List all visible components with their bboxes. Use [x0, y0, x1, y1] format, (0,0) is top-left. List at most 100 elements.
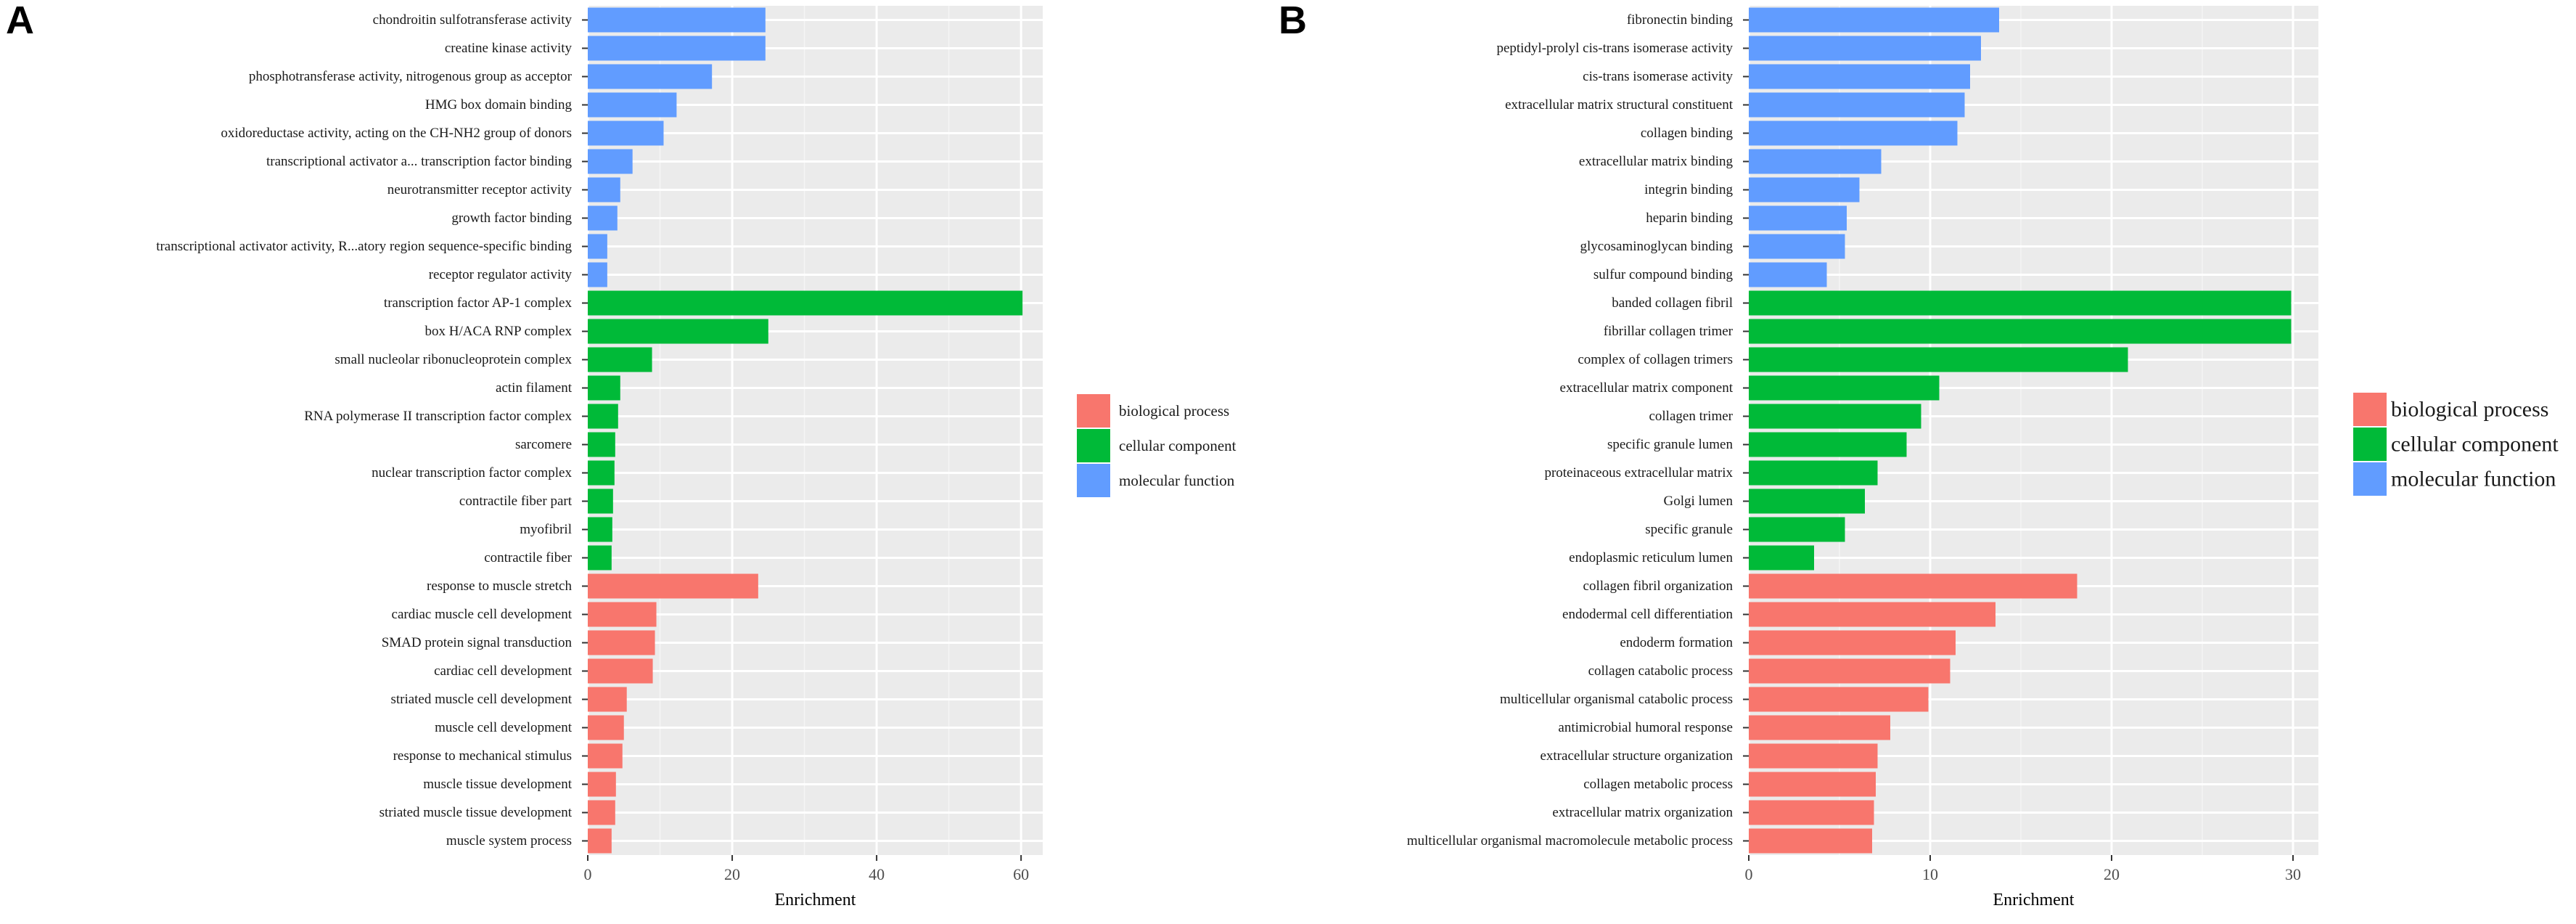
category-label: extracellular structure organization	[1540, 748, 1733, 764]
bar	[588, 772, 616, 797]
bar	[588, 715, 624, 740]
category-label: sarcomere	[515, 437, 572, 452]
legend-swatch	[1077, 394, 1110, 428]
bar	[1749, 262, 1827, 287]
bar	[588, 687, 627, 712]
bar	[1749, 602, 1995, 627]
category-label: collagen catabolic process	[1588, 663, 1733, 679]
category-label: complex of collagen trimers	[1578, 352, 1733, 367]
x-tick-label: 10	[1922, 865, 1938, 883]
bar	[1749, 488, 1865, 514]
bar	[1749, 120, 1958, 146]
category-label: fibronectin binding	[1627, 12, 1734, 28]
category-label: banded collagen fibril	[1612, 295, 1733, 311]
bar	[588, 92, 677, 118]
category-label: specific granule	[1645, 522, 1733, 537]
bar	[588, 64, 713, 89]
legend-swatch	[2353, 462, 2387, 496]
category-label: small nucleolar ribonucleoprotein comple…	[335, 352, 572, 367]
category-label: cardiac cell development	[434, 663, 573, 679]
category-label: contractile fiber part	[459, 494, 573, 509]
category-label: muscle system process	[446, 833, 572, 849]
bar	[588, 262, 607, 287]
bar	[588, 517, 612, 542]
bar	[1749, 432, 1907, 457]
x-tick-label: 60	[1013, 865, 1029, 883]
bar	[1749, 573, 2077, 599]
legend-label: cellular component	[2391, 433, 2559, 457]
plot-area-b	[1749, 6, 2318, 855]
category-label: striated muscle tissue development	[380, 805, 573, 820]
bar	[588, 375, 620, 401]
panel-b-letter: B	[1279, 0, 1307, 42]
category-label: antimicrobial humoral response	[1558, 720, 1733, 735]
bar	[1749, 64, 1970, 89]
legend-label: cellular component	[1119, 437, 1236, 454]
plot-area-a	[588, 6, 1043, 855]
bar	[588, 630, 655, 655]
category-label: response to muscle stretch	[427, 578, 572, 594]
bar	[588, 743, 623, 769]
legend-label: biological process	[1119, 402, 1229, 420]
category-label: glycosaminoglycan binding	[1580, 239, 1733, 254]
bar	[1749, 319, 2292, 344]
legend-a: biological process cellular component mole…	[1077, 394, 1236, 497]
bar	[1749, 234, 1845, 259]
category-label: peptidyl-prolyl cis-trans isomerase acti…	[1496, 41, 1733, 56]
bar	[588, 460, 615, 486]
category-label: receptor regulator activity	[429, 267, 573, 282]
category-label: muscle cell development	[435, 720, 573, 735]
legend-swatch	[2353, 393, 2387, 426]
bar	[1749, 545, 1814, 571]
category-label: endoplasmic reticulum lumen	[1569, 550, 1733, 565]
panel-b: B fibronectin binding peptidyl-prolyl cis…	[1279, 0, 2559, 909]
bar	[1749, 404, 1921, 429]
category-label: actin filament	[496, 380, 573, 396]
bar	[1749, 517, 1845, 542]
category-label: proteinaceous extracellular matrix	[1544, 465, 1733, 481]
bar	[1749, 7, 1999, 33]
category-labels-b: fibronectin binding peptidyl-prolyl cis-t…	[1407, 12, 1749, 849]
bar	[588, 177, 620, 203]
bar	[588, 602, 657, 627]
bar	[588, 290, 1023, 316]
category-label: oxidoreductase activity, acting on the C…	[221, 126, 572, 141]
category-label: cis-trans isomerase activity	[1583, 69, 1733, 84]
legend-swatch	[1077, 429, 1110, 462]
bars-b	[1749, 7, 2292, 854]
category-label: growth factor binding	[451, 210, 572, 226]
bar	[1749, 715, 1890, 740]
x-tick-label: 40	[869, 865, 885, 883]
bar	[588, 234, 607, 259]
bar	[588, 658, 653, 684]
legend-label: molecular function	[2391, 467, 2556, 491]
category-label: extracellular matrix organization	[1552, 805, 1733, 820]
bar	[1749, 460, 1878, 486]
category-label: contractile fiber	[484, 550, 572, 565]
category-label: neurotransmitter receptor activity	[387, 182, 573, 197]
category-label: extracellular matrix structural constitu…	[1505, 97, 1734, 113]
bar	[1749, 205, 1847, 231]
category-label: nuclear transcription factor complex	[372, 465, 572, 481]
bar	[1749, 828, 1872, 854]
bar	[588, 120, 664, 146]
category-label: endoderm formation	[1620, 635, 1733, 650]
legend-label: molecular function	[1119, 472, 1235, 489]
bar	[1749, 92, 1965, 118]
bar	[588, 149, 633, 174]
category-label: myofibril	[520, 522, 572, 537]
category-label: Golgi lumen	[1663, 494, 1733, 509]
category-label: integrin binding	[1644, 182, 1733, 197]
x-tick-label: 20	[724, 865, 740, 883]
bar	[1749, 687, 1929, 712]
category-label: transcription factor AP-1 complex	[384, 295, 573, 311]
category-label: collagen metabolic process	[1583, 777, 1733, 792]
category-label: multicellular organismal macromolecule m…	[1407, 833, 1733, 849]
category-label: multicellular organismal catabolic proce…	[1500, 692, 1733, 707]
bar	[1749, 743, 1878, 769]
category-label: creatine kinase activity	[445, 41, 573, 56]
bar	[588, 347, 652, 372]
bar	[1749, 347, 2128, 372]
category-label: collagen binding	[1641, 126, 1734, 141]
category-label: specific granule lumen	[1607, 437, 1734, 452]
